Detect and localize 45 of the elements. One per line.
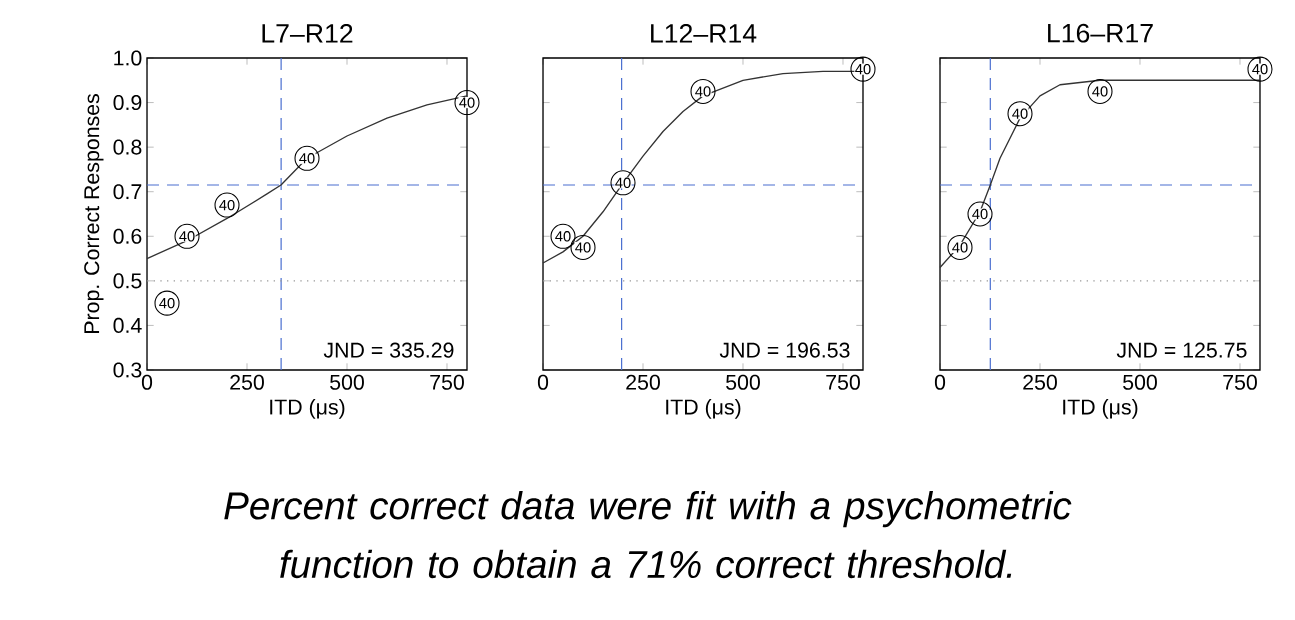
x-tick-label: 0: [934, 374, 946, 390]
annotation: 40: [459, 97, 475, 108]
annotation: 40: [972, 208, 988, 220]
annotation: 40: [179, 231, 195, 242]
annotation: 40: [159, 297, 175, 309]
y-tick-label: 0.5: [113, 273, 142, 289]
x-tick-label: 750: [1223, 374, 1257, 390]
text: Percent correct data were fit with a psychometric function to obtain a 71% correct threshold.: [224, 491, 1072, 579]
annotation: 40: [1012, 108, 1028, 119]
x-axis-title: ITD (μs): [666, 398, 741, 419]
x-tick-label: 250: [626, 374, 660, 390]
annotation: JND = 196.53: [719, 342, 850, 358]
annotation: 40: [615, 177, 631, 188]
annotation: JND = 125.75: [1116, 342, 1247, 358]
chart-title: L16–R17: [1048, 23, 1153, 43]
y-tick-label: 0.7: [113, 184, 142, 200]
x-tick-label: 500: [1123, 374, 1157, 390]
y-tick-label: 0.9: [113, 95, 142, 111]
annotation: 40: [855, 63, 871, 75]
y-tick-label: 0.8: [113, 139, 142, 155]
x-tick-label: 750: [430, 374, 464, 390]
chart-title: L7–R12: [262, 24, 353, 43]
y-tick-label: 0.6: [113, 228, 142, 244]
x-tick-label: 750: [826, 374, 860, 390]
y-tick-label: 0.3: [113, 362, 142, 378]
annotation: 40: [695, 86, 711, 97]
x-tick-label: 500: [726, 374, 760, 390]
annotation: 40: [555, 231, 571, 242]
annotation: 40: [952, 242, 968, 253]
annotation: 40: [1252, 63, 1268, 75]
x-tick-label: 0: [537, 374, 549, 390]
annotation: 40: [575, 242, 591, 253]
y-axis-title: Prop. Correct Responses: [84, 94, 104, 333]
x-axis-title: ITD (μs): [270, 398, 345, 419]
x-axis-title: ITD (μs): [1063, 398, 1138, 419]
chart-title: L12–R14: [651, 24, 757, 43]
x-tick-label: 250: [230, 374, 264, 390]
x-tick-label: 0: [141, 374, 153, 390]
annotation: 40: [1092, 86, 1108, 97]
annotation: 40: [219, 199, 235, 211]
x-tick-label: 250: [1023, 374, 1057, 390]
annotation: JND = 335.29: [323, 342, 454, 358]
x-tick-label: 500: [330, 374, 364, 390]
y-tick-label: 1.0: [114, 50, 142, 66]
y-tick-label: 0.4: [113, 317, 142, 333]
